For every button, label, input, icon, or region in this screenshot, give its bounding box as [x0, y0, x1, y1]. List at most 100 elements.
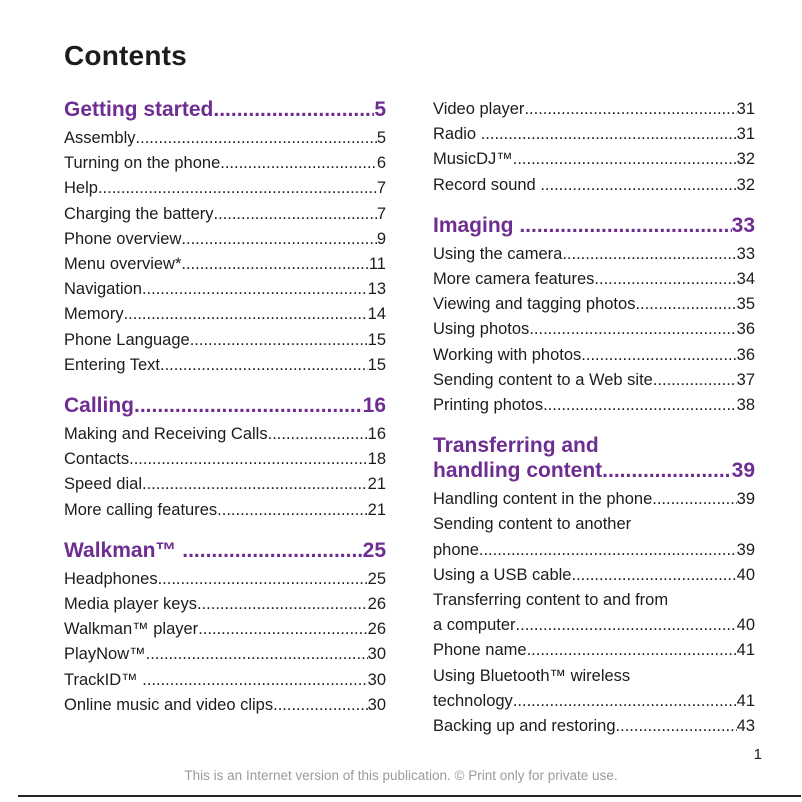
dot-leader — [158, 567, 368, 592]
toc-entry[interactable]: Printing photos 38 — [433, 393, 755, 418]
toc-entry[interactable]: Radio 31 — [433, 122, 755, 147]
toc-entry[interactable]: Viewing and tagging photos 35 — [433, 292, 755, 317]
toc-entry-label: Memory — [64, 305, 124, 324]
toc-entry[interactable]: Navigation 13 — [64, 277, 386, 302]
toc-entry-label: Using the camera — [433, 244, 563, 263]
toc-entry-row: technology 41 — [433, 689, 755, 714]
toc-entry[interactable]: Making and Receiving Calls 16 — [64, 422, 386, 447]
toc-entry[interactable]: TrackID™ 30 — [64, 668, 386, 693]
dot-leader — [268, 422, 368, 447]
toc-entry-page-number: 41 — [736, 641, 755, 660]
toc-entry[interactable]: Entering Text 15 — [64, 353, 386, 378]
toc-entry[interactable]: Using photos 36 — [433, 317, 755, 342]
toc-entry-page-number: 38 — [736, 396, 755, 415]
toc-entry-label: Radio — [433, 125, 481, 144]
page-title: Contents — [64, 40, 187, 71]
toc-entry[interactable]: Working with photos 36 — [433, 343, 755, 368]
toc-entry-row: Turning on the phone 6 — [64, 151, 386, 176]
toc-entry-page-number: 32 — [736, 150, 755, 169]
toc-entry[interactable]: Media player keys 26 — [64, 592, 386, 617]
toc-entry-row: More calling features 21 — [64, 498, 386, 523]
dot-leader — [146, 642, 368, 667]
toc-entry-row: Walkman™ player 26 — [64, 617, 386, 642]
dot-leader — [142, 277, 368, 302]
dot-leader — [581, 343, 736, 368]
toc-entry-row: Contacts 18 — [64, 447, 386, 472]
toc-entry-label: Using a USB cable — [433, 565, 572, 584]
dot-leader — [602, 458, 731, 483]
toc-entry-page-number: 37 — [736, 370, 755, 389]
dot-leader — [652, 487, 736, 512]
toc-entry-page-number: 30 — [367, 645, 386, 664]
toc-entry-label: Using photos — [433, 320, 530, 339]
toc-entry[interactable]: Online music and video clips 30 — [64, 693, 386, 718]
toc-entry-page-number: 30 — [367, 695, 386, 714]
toc-entry-page-number: 30 — [367, 670, 386, 689]
page-number: 1 — [753, 746, 762, 763]
toc-entry-page-number: 26 — [367, 620, 386, 639]
toc-section-heading[interactable]: Calling 16 — [64, 393, 386, 418]
toc-entry[interactable]: Sending content to a Web site 37 — [433, 368, 755, 393]
dot-leader — [142, 668, 367, 693]
toc-entry-row: MusicDJ™ 32 — [433, 147, 755, 172]
toc-entry-page-number: 18 — [367, 450, 386, 469]
toc-section: Getting started 5 Assembly 5 Turning on the … — [64, 97, 386, 378]
toc-entry[interactable]: Phone name 41 — [433, 638, 755, 663]
toc-entry[interactable]: More camera features 34 — [433, 267, 755, 292]
toc-entry[interactable]: Headphones 25 — [64, 567, 386, 592]
toc-heading-label: handling content — [433, 459, 603, 483]
toc-entry-row: phone 39 — [433, 538, 755, 563]
toc-entry[interactable]: Assembly 5 — [64, 126, 386, 151]
toc-entry[interactable]: More calling features 21 — [64, 498, 386, 523]
toc-entry[interactable]: Speed dial 21 — [64, 472, 386, 497]
toc-entry[interactable]: Using Bluetooth™ wireless technology 41 — [433, 664, 755, 714]
dot-leader — [197, 592, 368, 617]
toc-entry-row: Making and Receiving Calls 16 — [64, 422, 386, 447]
toc-entry-label: technology — [433, 691, 513, 710]
dot-leader — [635, 292, 736, 317]
toc-entry[interactable]: Backing up and restoring 43 — [433, 714, 755, 739]
toc-entry[interactable]: Handling content in the phone 39 — [433, 487, 755, 512]
toc-entry[interactable]: Video player 31 — [433, 97, 755, 122]
toc-entry-page-number: 33 — [736, 244, 755, 263]
toc-entry[interactable]: Walkman™ player 26 — [64, 617, 386, 642]
toc-entry-label: Making and Receiving Calls — [64, 425, 268, 444]
toc-entry[interactable]: Using a USB cable 40 — [433, 563, 755, 588]
toc-entry-row: Working with photos 36 — [433, 343, 755, 368]
toc-entry[interactable]: Transferring content to and from a comput… — [433, 588, 755, 638]
toc-entry[interactable]: Charging the battery 7 — [64, 202, 386, 227]
toc-heading-page-number: 5 — [374, 98, 386, 121]
toc-entry-label: More camera features — [433, 270, 595, 289]
toc-entry[interactable]: Phone overview 9 — [64, 227, 386, 252]
dot-leader — [513, 689, 737, 714]
toc-section-heading[interactable]: Walkman™ 25 — [64, 538, 386, 563]
toc-entry-page-number: 35 — [736, 295, 755, 314]
toc-entry[interactable]: Contacts 18 — [64, 447, 386, 472]
toc-entry-label: Charging the battery — [64, 204, 214, 223]
toc-entry[interactable]: Menu overview* 11 — [64, 252, 386, 277]
toc-entry-row: a computer 40 — [433, 613, 755, 638]
toc-entry-row: Sending content to a Web site 37 — [433, 368, 755, 393]
toc-entry[interactable]: MusicDJ™ 32 — [433, 147, 755, 172]
toc-entry[interactable]: Memory 14 — [64, 302, 386, 327]
toc-section-heading[interactable]: Getting started 5 — [64, 97, 386, 122]
dot-leader — [124, 302, 368, 327]
toc-heading-row: Walkman™ 25 — [64, 538, 386, 563]
toc-entry-row: Phone name 41 — [433, 638, 755, 663]
toc-entry-row: Using photos 36 — [433, 317, 755, 342]
toc-entry[interactable]: Using the camera 33 — [433, 242, 755, 267]
toc-entry[interactable]: Record sound 32 — [433, 173, 755, 198]
toc-entry[interactable]: Phone Language 15 — [64, 328, 386, 353]
toc-entry[interactable]: Sending content to another phone 39 — [433, 512, 755, 562]
toc-entry[interactable]: PlayNow™ 30 — [64, 642, 386, 667]
toc-section-heading[interactable]: Imaging 33 — [433, 213, 755, 238]
toc-entry[interactable]: Turning on the phone 6 — [64, 151, 386, 176]
toc-entry-row: Memory 14 — [64, 302, 386, 327]
toc-entry-label: Turning on the phone — [64, 154, 221, 173]
toc-heading-page-number: 39 — [731, 459, 755, 483]
toc-entry-label: Printing photos — [433, 396, 544, 415]
toc-heading-label: Imaging — [433, 213, 520, 237]
toc-entry[interactable]: Help 7 — [64, 176, 386, 201]
